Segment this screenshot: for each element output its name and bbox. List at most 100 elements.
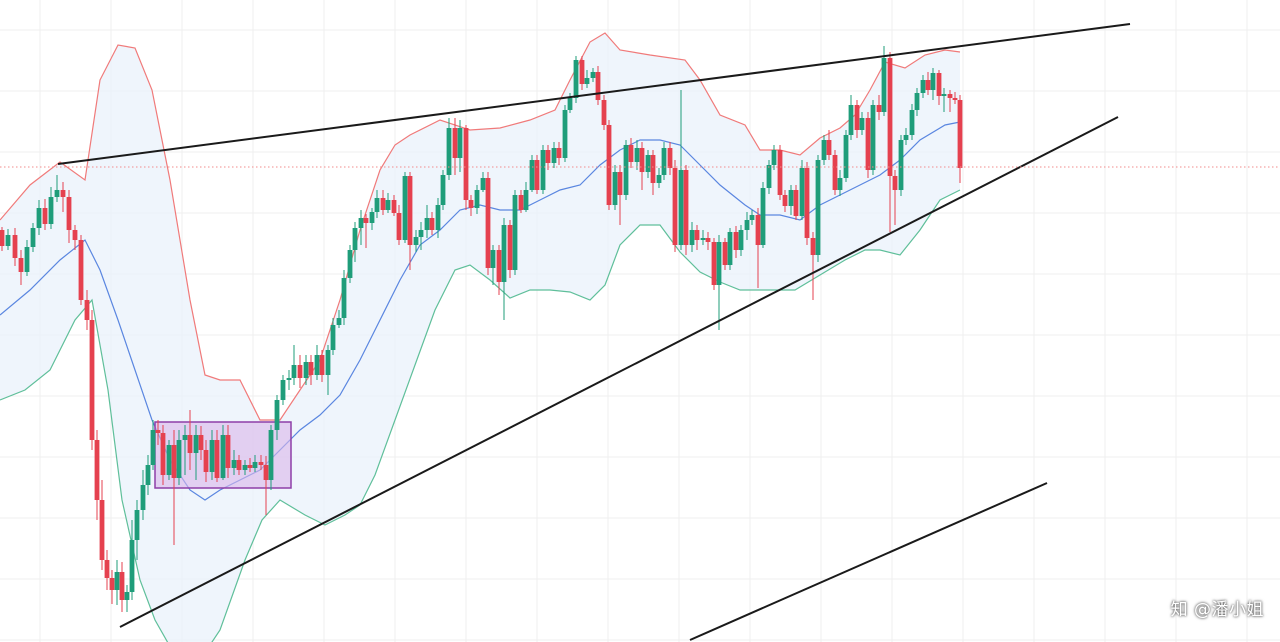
candle-body bbox=[870, 105, 876, 170]
candle bbox=[42, 199, 48, 230]
candle bbox=[236, 455, 242, 475]
candle bbox=[424, 205, 430, 238]
candle bbox=[947, 90, 953, 112]
candle bbox=[512, 190, 518, 275]
candle bbox=[78, 235, 84, 305]
candle-body bbox=[826, 140, 832, 155]
candle-body bbox=[909, 110, 915, 135]
candle-body bbox=[374, 198, 380, 212]
candle bbox=[129, 520, 135, 600]
candle-body bbox=[804, 168, 810, 238]
candle-body bbox=[848, 105, 854, 135]
candle bbox=[507, 220, 513, 278]
candle-body bbox=[114, 572, 120, 590]
candle bbox=[468, 195, 474, 216]
candle-body bbox=[84, 300, 90, 320]
candle bbox=[529, 155, 535, 192]
candle bbox=[391, 195, 397, 216]
candle bbox=[12, 228, 18, 266]
candle-body bbox=[941, 94, 947, 96]
candle-body bbox=[837, 178, 843, 190]
candle-body bbox=[291, 365, 297, 378]
candle-body bbox=[247, 465, 253, 468]
candle bbox=[380, 190, 386, 215]
candle-body bbox=[567, 98, 573, 110]
candle-body bbox=[810, 238, 816, 255]
candle-body bbox=[297, 365, 303, 378]
candle-body bbox=[380, 198, 386, 210]
candle-body bbox=[36, 208, 42, 228]
candle-body bbox=[160, 433, 166, 475]
candle-body bbox=[236, 460, 242, 470]
candle bbox=[440, 170, 446, 210]
candle-body bbox=[595, 72, 601, 100]
candle bbox=[738, 225, 744, 256]
candle-body bbox=[727, 232, 733, 265]
candle-body bbox=[678, 170, 684, 245]
candle-body bbox=[225, 435, 231, 468]
candle-body bbox=[104, 560, 110, 578]
candle bbox=[66, 190, 72, 243]
candle bbox=[876, 95, 882, 120]
candle-body bbox=[413, 237, 419, 245]
candle-body bbox=[463, 128, 469, 200]
candle-body bbox=[402, 176, 408, 240]
candle-body bbox=[24, 247, 30, 272]
candle bbox=[176, 430, 182, 485]
candle-body bbox=[140, 485, 146, 510]
candle-body bbox=[925, 80, 931, 90]
candle-body bbox=[601, 100, 607, 125]
candle bbox=[124, 585, 130, 612]
candle-body bbox=[263, 465, 269, 480]
candle bbox=[562, 105, 568, 162]
candle bbox=[242, 460, 248, 475]
candle bbox=[297, 355, 303, 388]
candle bbox=[930, 68, 936, 100]
candle bbox=[418, 222, 424, 250]
candle-body bbox=[854, 105, 860, 130]
candle bbox=[314, 345, 320, 380]
candle-body bbox=[30, 228, 36, 247]
candle-body bbox=[89, 320, 95, 440]
candle-body bbox=[556, 148, 562, 158]
candle-body bbox=[268, 430, 274, 480]
candle bbox=[683, 165, 689, 255]
trendline bbox=[119, 116, 1119, 628]
candle-body bbox=[936, 73, 942, 96]
candle bbox=[799, 160, 805, 220]
candle-body bbox=[134, 510, 140, 540]
candle bbox=[347, 245, 353, 283]
candle-body bbox=[385, 200, 391, 210]
candle-body bbox=[832, 155, 838, 190]
candle bbox=[99, 480, 105, 570]
candle-body bbox=[358, 218, 364, 228]
candle bbox=[892, 170, 898, 225]
candle bbox=[358, 210, 364, 245]
candle bbox=[815, 155, 821, 262]
candle-body bbox=[435, 205, 441, 230]
candle-body bbox=[749, 215, 755, 220]
candle bbox=[5, 229, 11, 250]
candle-body bbox=[0, 230, 5, 246]
candle bbox=[870, 100, 876, 175]
candle bbox=[336, 310, 342, 328]
candle-body bbox=[623, 145, 629, 195]
candle-body bbox=[171, 445, 177, 478]
candle bbox=[545, 145, 551, 170]
candle-body bbox=[573, 60, 579, 98]
candle-body bbox=[760, 188, 766, 245]
candle-body bbox=[5, 235, 11, 246]
candle bbox=[325, 345, 331, 395]
candle bbox=[402, 172, 408, 243]
candle-body bbox=[859, 118, 865, 130]
candle bbox=[252, 455, 258, 472]
candle bbox=[330, 318, 336, 355]
candle bbox=[848, 95, 854, 140]
candle bbox=[280, 375, 286, 405]
candle-body bbox=[446, 128, 452, 175]
candle bbox=[534, 155, 540, 194]
candle bbox=[952, 92, 958, 104]
candle-body bbox=[66, 197, 72, 230]
candle-body bbox=[457, 128, 463, 158]
candle-body bbox=[507, 225, 513, 270]
